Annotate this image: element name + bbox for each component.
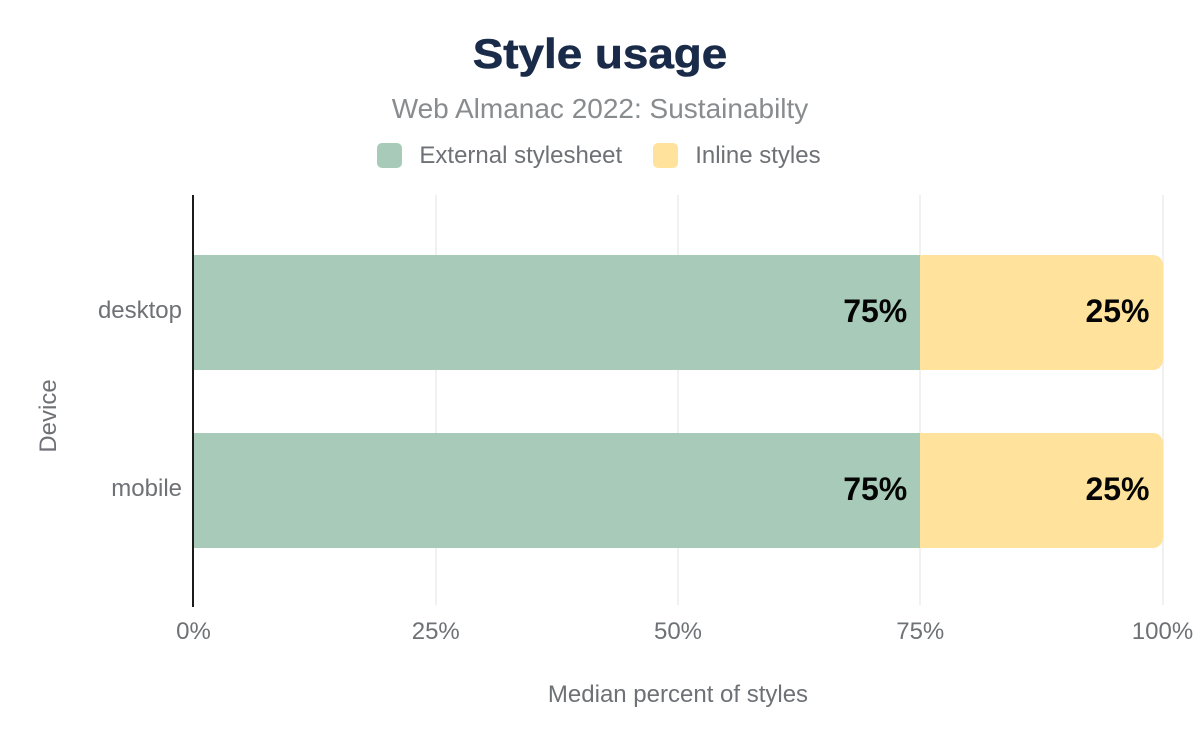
legend-item-0: External stylesheet <box>377 143 622 168</box>
gridline-75 <box>919 195 922 605</box>
bar-segment-desktop-1: 25% <box>920 255 1163 370</box>
chart-legend: External stylesheet Inline styles <box>0 143 1199 168</box>
bar-mobile: 75% 25% <box>193 433 1163 548</box>
bar-value-label-desktop-1: 25% <box>1085 293 1150 329</box>
y-category-label-desktop: desktop <box>97 297 182 324</box>
bar-segment-mobile-1: 25% <box>920 433 1163 548</box>
bar-value-label-desktop-0: 75% <box>843 293 908 329</box>
legend-item-1: Inline styles <box>653 141 821 169</box>
x-tick-label-0: 0% <box>176 617 211 645</box>
x-tick-label-100: 100% <box>1131 617 1194 645</box>
x-tick-label-75: 75% <box>896 617 945 645</box>
gridline-25 <box>434 195 437 605</box>
x-tick-label-25: 25% <box>411 617 460 645</box>
bar-value-label-mobile-1: 25% <box>1085 471 1150 507</box>
gridline-100 <box>1161 195 1164 605</box>
legend-swatch-1 <box>653 143 679 168</box>
chart-subtitle: Web Almanac 2022: Sustainabilty <box>391 92 809 124</box>
y-axis-title-text: Device <box>35 378 62 453</box>
legend-label-1: Inline styles <box>695 141 821 169</box>
bar-value-label-mobile-0: 75% <box>843 471 908 507</box>
plot-area: 75% 25% 75% 25% <box>193 195 1164 605</box>
x-axis-title: Median percent of styles <box>547 680 809 708</box>
chart-title: Style usage <box>472 29 728 77</box>
y-axis-line <box>191 195 194 607</box>
legend-swatch-0 <box>377 143 403 168</box>
bar-segment-mobile-0: 75% <box>193 433 921 548</box>
bar-desktop: 75% 25% <box>193 255 1163 370</box>
y-category-label-mobile: mobile <box>111 475 182 502</box>
x-tick-label-50: 50% <box>653 617 703 645</box>
legend-label-0: External stylesheet <box>419 141 623 169</box>
gridline-50 <box>677 195 679 605</box>
bar-segment-desktop-0: 75% <box>193 255 921 370</box>
